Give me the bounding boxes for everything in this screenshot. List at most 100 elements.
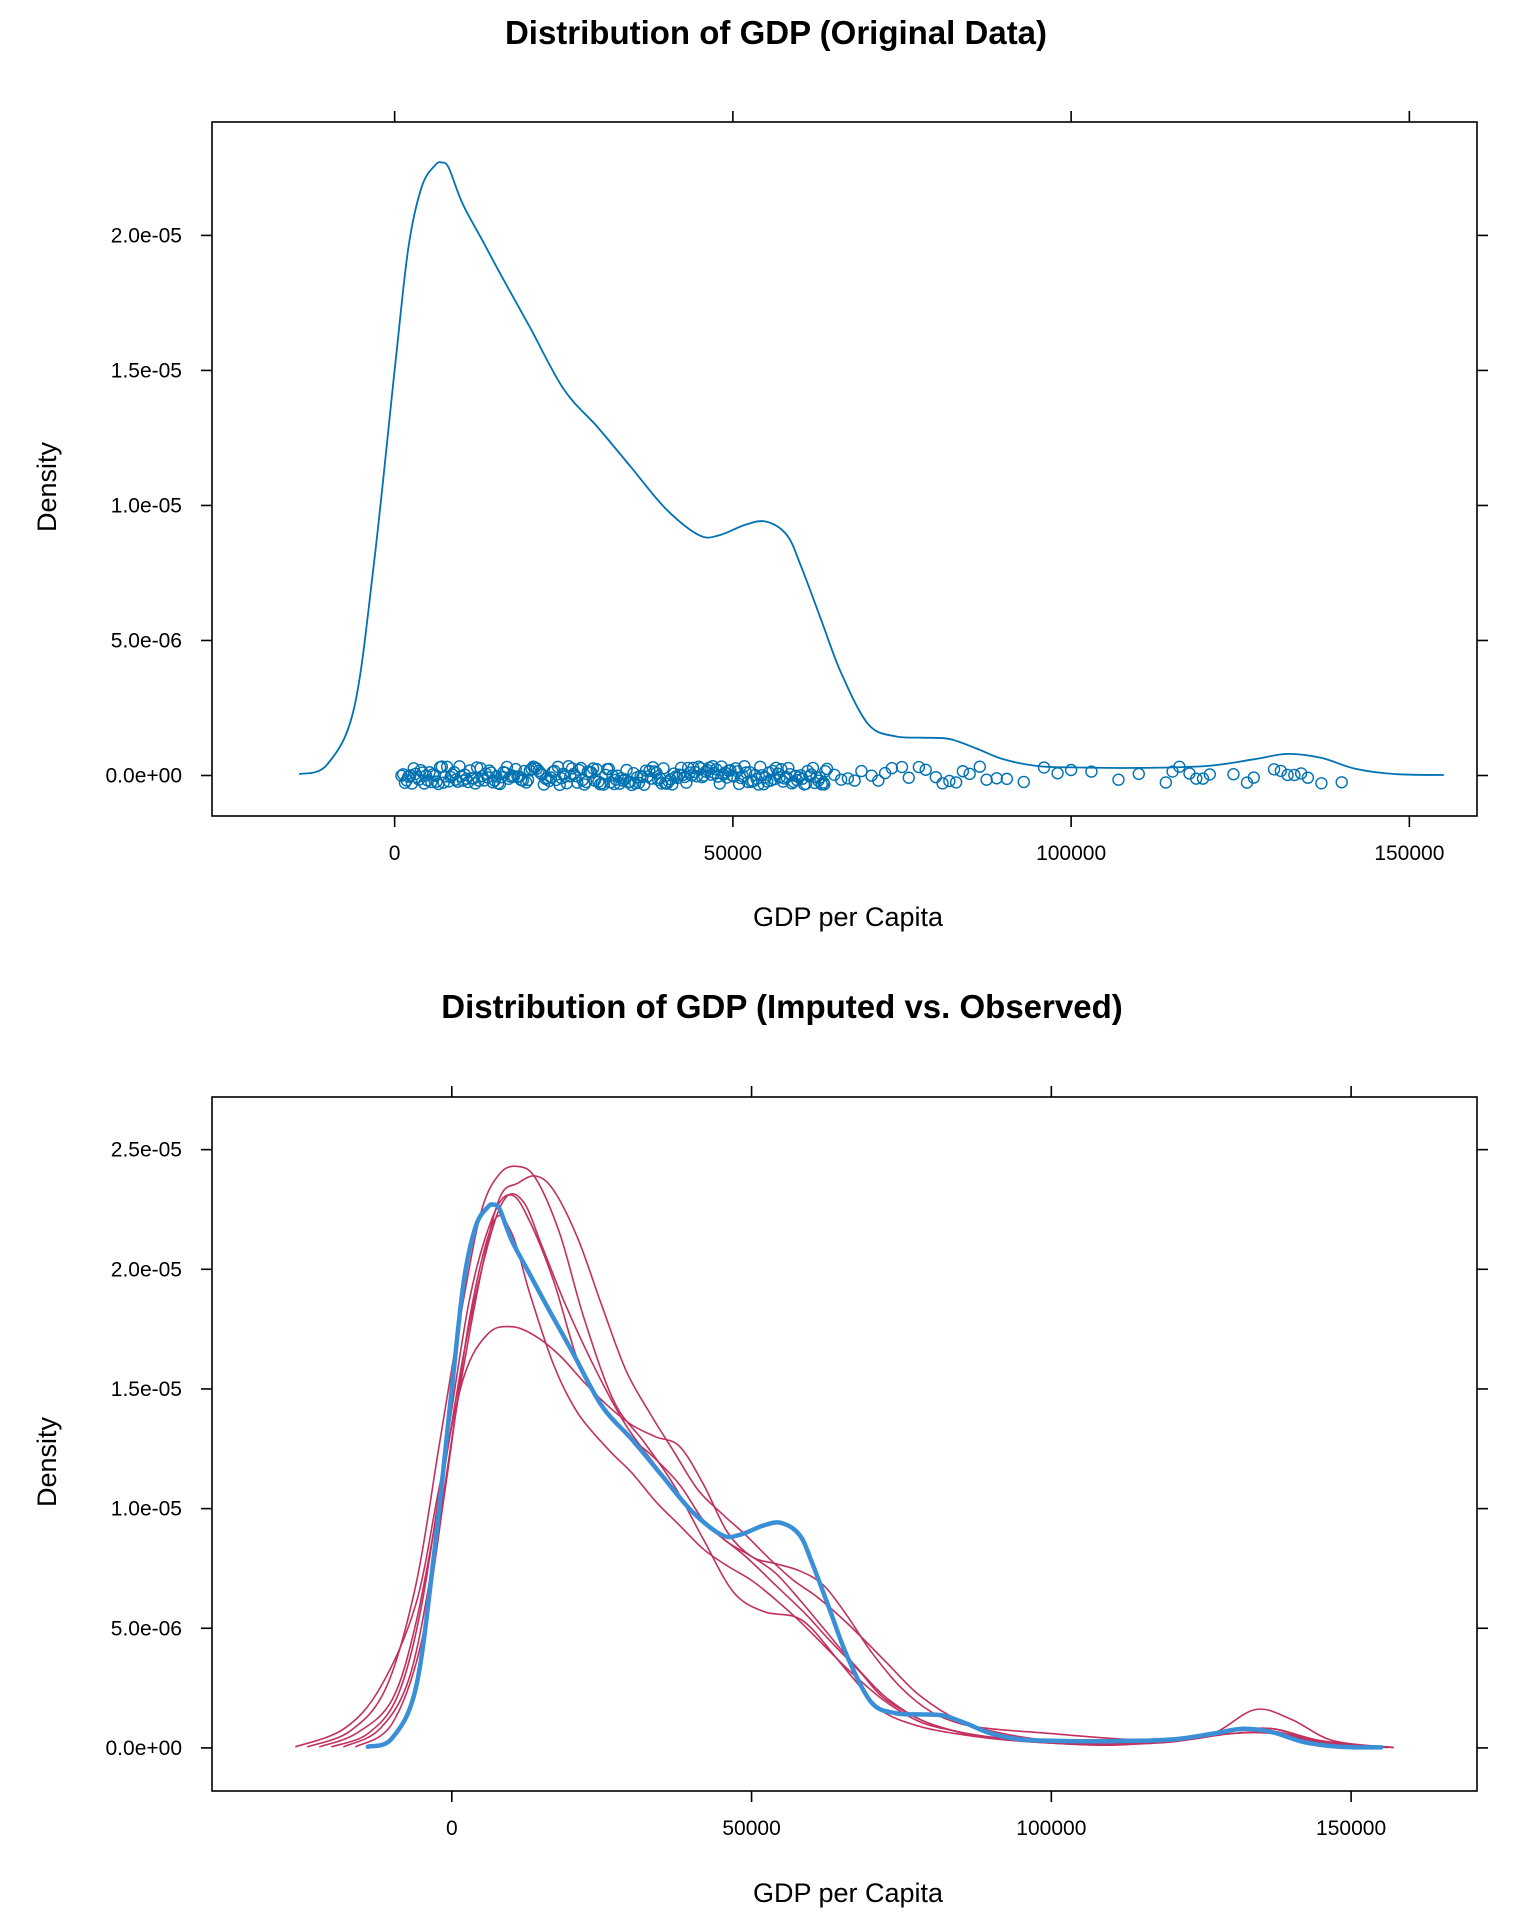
rug-point — [1203, 768, 1216, 781]
rug-point — [396, 768, 410, 781]
x-axis-label-imputed: GDP per Capita — [753, 1878, 944, 1908]
chart-title-original: Distribution of GDP (Original Data) — [505, 14, 1047, 51]
rug-point — [1274, 764, 1288, 778]
rug-point — [532, 764, 545, 778]
rug-point — [973, 760, 986, 773]
y-tick-label: 1.0e-05 — [111, 1498, 182, 1521]
rug-point — [739, 766, 753, 779]
rug-point — [1196, 772, 1210, 785]
rug-point — [606, 769, 619, 782]
rug-point — [637, 778, 651, 791]
y-tick-label: 2.5e-05 — [111, 1139, 182, 1162]
rug-point — [841, 772, 855, 785]
rug-point — [1227, 768, 1240, 781]
y-tick-label: 1.5e-05 — [111, 359, 182, 382]
axis-ticks-imputed: 0 50000 100000 150000 0.0e+00 5.0e-06 1.0e-05 1… — [106, 1086, 1488, 1840]
rug-point — [1190, 772, 1203, 785]
density-line-observed — [365, 1202, 1384, 1750]
density-lines-imputed — [295, 1165, 1394, 1750]
rug-point — [848, 774, 861, 787]
rug-point — [548, 764, 561, 778]
y-tick-label: 1.5e-05 — [111, 1378, 182, 1401]
y-axis-label-imputed: Density — [32, 1416, 62, 1507]
y-tick-label: 0.0e+00 — [106, 764, 183, 787]
rug-point — [895, 760, 909, 774]
y-tick-label: 5.0e-06 — [111, 629, 182, 652]
y-tick-label: 0.0e+00 — [106, 1737, 183, 1760]
rug-point — [820, 762, 834, 776]
rug-point — [521, 773, 535, 787]
chart-original: Distribution of GDP (Original Data) 0 500… — [32, 14, 1488, 932]
x-axis-label-original: GDP per Capita — [753, 902, 944, 932]
rug-point — [1301, 771, 1315, 784]
rug-point — [418, 777, 431, 790]
density-line-observed — [299, 161, 1445, 776]
plot-frame-original — [211, 121, 1478, 817]
rug-point — [620, 763, 633, 777]
rug-point — [799, 777, 813, 791]
y-tick-label: 2.0e-05 — [111, 224, 182, 247]
rug-point — [657, 762, 670, 775]
rug-point — [472, 774, 485, 787]
rug-point — [1267, 763, 1281, 776]
rug-point — [834, 773, 848, 786]
rug-point — [1159, 776, 1173, 789]
rug-point — [818, 778, 831, 791]
rug-point — [520, 776, 533, 789]
rug-point — [595, 777, 609, 790]
rug-point — [757, 778, 770, 791]
rug-point — [1315, 777, 1328, 790]
rug-point — [936, 777, 949, 790]
rug-point — [578, 778, 591, 791]
rug-point — [425, 775, 438, 789]
x-tick-label: 0 — [389, 842, 401, 865]
rug-point — [1017, 775, 1030, 789]
rug-point — [564, 770, 577, 783]
rug-point — [1294, 767, 1308, 780]
axis-ticks-original: 0 50000 100000 150000 0.0e+00 5.0e-06 1.0e-05 1… — [106, 111, 1488, 865]
y-axis-label-original: Density — [32, 441, 62, 532]
rug-point — [565, 762, 579, 775]
rug-point — [1288, 768, 1301, 782]
rug-point — [636, 770, 649, 784]
rug-point — [1112, 773, 1125, 786]
x-tick-label: 150000 — [1374, 842, 1444, 865]
x-tick-label: 100000 — [1036, 842, 1106, 865]
chart-title-imputed: Distribution of GDP (Imputed vs. Observe… — [441, 988, 1122, 1025]
rug-point — [956, 765, 970, 778]
rug-point — [943, 774, 956, 788]
rug-point — [963, 767, 976, 781]
rug-point — [1335, 776, 1348, 789]
density-lines-original — [299, 161, 1445, 776]
x-tick-label: 150000 — [1316, 1817, 1386, 1840]
rug-point — [855, 764, 868, 778]
rug-point — [426, 768, 440, 781]
x-tick-label: 100000 — [1016, 1817, 1086, 1840]
rug-point — [885, 761, 899, 775]
rug-point — [724, 763, 737, 777]
rug-point — [1064, 763, 1078, 777]
rug-point — [602, 762, 616, 776]
rug-point — [990, 772, 1003, 785]
density-line-imputed-1 — [295, 1325, 1394, 1749]
density-line-imputed-6 — [355, 1214, 1388, 1749]
y-tick-label: 2.0e-05 — [111, 1258, 182, 1281]
rug-point — [1247, 771, 1260, 784]
rug-point — [919, 763, 932, 776]
rug-point — [732, 777, 746, 791]
rug-point — [720, 771, 733, 784]
y-tick-label: 1.0e-05 — [111, 494, 182, 517]
rug-point — [929, 770, 943, 784]
rug-point — [1085, 765, 1098, 778]
rug-point — [902, 771, 915, 784]
rug-point — [912, 760, 926, 774]
rug-point — [643, 764, 656, 778]
x-tick-label: 0 — [446, 1817, 458, 1840]
rug-point — [706, 760, 719, 773]
chart-imputed-vs-observed: Distribution of GDP (Imputed vs. Observe… — [32, 988, 1488, 1908]
rug-points-original — [395, 760, 1348, 792]
plot-frame-imputed — [211, 1096, 1478, 1792]
rug-point — [872, 774, 885, 787]
